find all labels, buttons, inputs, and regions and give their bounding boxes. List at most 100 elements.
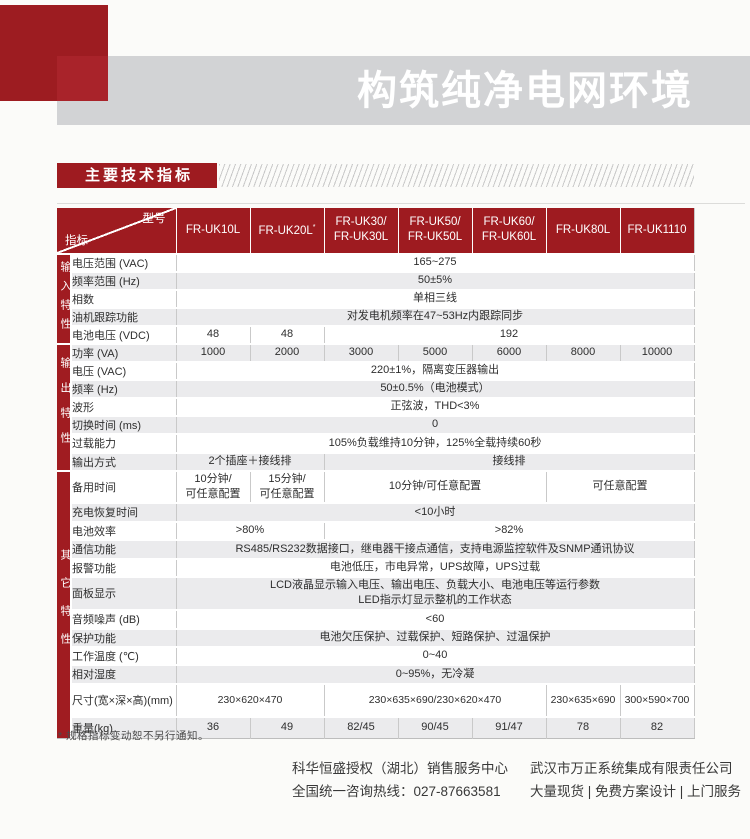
row-label: 保护功能	[70, 627, 176, 647]
table-row: 音频噪声 (dB) <60	[57, 608, 694, 629]
row-label: 面板显示	[70, 575, 176, 610]
spec-value: 192	[323, 324, 694, 344]
section-title: 主要技术指标	[57, 163, 217, 188]
table-row: 相数 单相三线	[57, 288, 694, 308]
spec-value: 10分钟/可任意配置	[323, 469, 546, 503]
row-label: 输出方式	[70, 451, 176, 471]
table-row: 输入特性 电压范围 (VAC) 165~275	[57, 252, 694, 344]
spec-value: 300×590×700	[619, 682, 694, 717]
row-label: 切换时间 (ms)	[70, 414, 176, 434]
spec-value: 50±0.5%（电池模式）	[175, 378, 694, 398]
table-row: 充电恢复时间 <10小时	[57, 501, 694, 522]
footnote: * 规格指标变动恕不另行通知。	[58, 730, 210, 742]
row-label: 充电恢复时间	[70, 501, 176, 522]
spec-value: 2000	[249, 342, 324, 362]
spec-value: 0~95%，无冷凝	[175, 663, 694, 684]
spec-value: 8000	[545, 342, 620, 362]
group-input: 输入特性	[57, 252, 71, 344]
row-label: 过载能力	[70, 432, 176, 453]
spec-value: 36	[175, 715, 250, 739]
banner: 构筑纯净电网环境	[57, 56, 750, 125]
spec-value: 5000	[397, 342, 472, 362]
row-label: 工作温度 (℃)	[70, 645, 176, 665]
company-info: 武汉市万正系统集成有限责任公司 大量现货 | 免费方案设计 | 上门服务	[530, 757, 741, 803]
spec-value: RS485/RS232数据接口，继电器干接点通信，支持电源监控软件及SNMP通讯…	[175, 538, 694, 559]
spec-value: >82%	[323, 520, 694, 540]
divider-line	[57, 203, 745, 204]
spec-value: <60	[175, 608, 694, 629]
row-label: 重量(kg)	[70, 715, 176, 739]
table-row: 输出方式 2个插座＋接线排 接线排	[57, 451, 694, 471]
model-header: FR-UK60/ FR-UK60L	[471, 208, 546, 254]
spec-value: 230×635×690	[545, 682, 620, 717]
model-header: FR-UK1110	[619, 208, 694, 254]
banner-title: 构筑纯净电网环境	[357, 69, 693, 113]
row-label: 相数	[70, 288, 176, 308]
footer-contact: 科华恒盛授权（湖北）销售服务中心 全国统一咨询热线：027-87663581 武…	[292, 757, 741, 803]
row-label: 功率 (VA)	[70, 342, 176, 362]
spec-value: 49	[249, 715, 324, 739]
spec-value: 0~40	[175, 645, 694, 665]
row-label: 波形	[70, 396, 176, 416]
row-label: 电压范围 (VAC)	[70, 252, 176, 272]
spec-value: 220±1%，隔离变压器输出	[175, 360, 694, 380]
spec-value: 91/47	[471, 715, 546, 739]
spec-value: 电池欠压保护、过载保护、短路保护、过温保护	[175, 627, 694, 647]
spec-value: 6000	[471, 342, 546, 362]
model-footnote-mark: *	[312, 223, 316, 231]
spec-value: 接线排	[323, 451, 694, 471]
table-row: 电压 (VAC) 220±1%，隔离变压器输出	[57, 360, 694, 380]
group-output: 输出特性	[57, 342, 71, 471]
company-name: 武汉市万正系统集成有限责任公司	[530, 761, 733, 776]
row-label: 备用时间	[70, 469, 176, 503]
table-row: 面板显示 LCD液晶显示输入电压、输出电压、负载大小、电池电压等运行参数 LED…	[57, 575, 694, 610]
spec-value: 对发电机频率在47~53Hz内跟踪同步	[175, 306, 694, 326]
row-label: 电池效率	[70, 520, 176, 540]
group-other: 其它特性	[57, 469, 71, 739]
row-label: 音频噪声 (dB)	[70, 608, 176, 629]
row-label: 油机跟踪功能	[70, 306, 176, 326]
spec-value: 90/45	[397, 715, 472, 739]
row-label: 相对湿度	[70, 663, 176, 684]
spec-value: <10小时	[175, 501, 694, 522]
spec-value: LCD液晶显示输入电压、输出电压、负载大小、电池电压等运行参数 LED指示灯显示…	[175, 575, 694, 610]
table-row: 过载能力 105%负载维持10分钟，125%全载持续60秒	[57, 432, 694, 453]
row-label: 尺寸(宽×深×高)(mm)	[70, 682, 176, 717]
row-label: 频率 (Hz)	[70, 378, 176, 398]
spec-value: 2个插座＋接线排	[175, 451, 324, 471]
table-row: 重量(kg) 36 49 82/45 90/45 91/47 78 82	[57, 715, 694, 739]
dealer-name: 科华恒盛授权（湖北）销售服务中心	[292, 761, 508, 776]
spec-value: 230×620×470	[175, 682, 324, 717]
table-row: 其它特性 备用时间 10分钟/ 可任意配置 15分钟/ 可任意配置 10分钟/可…	[57, 469, 694, 739]
spec-value: 电池低压，市电异常，UPS故障，UPS过载	[175, 557, 694, 577]
table-row: 切换时间 (ms) 0	[57, 414, 694, 434]
table-row: 电池效率 >80% >82%	[57, 520, 694, 540]
spec-value: 10000	[619, 342, 694, 362]
spec-value: 230×635×690/230×620×470	[323, 682, 546, 717]
spec-value: 48	[175, 324, 250, 344]
table-row: 输出特性 功率 (VA) 1000 2000 3000 5000 6000 80…	[57, 342, 694, 471]
dealer-hotline: 全国统一咨询热线：027-87663581	[292, 784, 501, 799]
row-label: 报警功能	[70, 557, 176, 577]
spec-value: 105%负载维持10分钟，125%全载持续60秒	[175, 432, 694, 453]
spec-value: 10分钟/ 可任意配置	[175, 469, 250, 503]
table-row: 尺寸(宽×深×高)(mm) 230×620×470 230×635×690/23…	[57, 682, 694, 717]
dealer-info: 科华恒盛授权（湖北）销售服务中心 全国统一咨询热线：027-87663581	[292, 757, 508, 803]
spec-value: 48	[249, 324, 324, 344]
spec-table: 型号 指标 FR-UK10L FR-UK20L* FR-UK30/ FR-UK3…	[57, 208, 695, 739]
spec-value: 3000	[323, 342, 398, 362]
spec-value: 0	[175, 414, 694, 434]
model-header: FR-UK20L*	[249, 208, 324, 254]
table-row: 通信功能 RS485/RS232数据接口，继电器干接点通信，支持电源监控软件及S…	[57, 538, 694, 559]
spec-value: 78	[545, 715, 620, 739]
spec-value: 15分钟/ 可任意配置	[249, 469, 324, 503]
spec-value: 82/45	[323, 715, 398, 739]
corner-header-cell: 型号 指标	[57, 208, 176, 254]
decor-red-square-overlap	[57, 56, 108, 101]
spec-value: 82	[619, 715, 694, 739]
spec-value: 可任意配置	[545, 469, 694, 503]
row-label: 电池电压 (VDC)	[70, 324, 176, 344]
table-row: 相对湿度 0~95%，无冷凝	[57, 663, 694, 684]
row-label: 通信功能	[70, 538, 176, 559]
